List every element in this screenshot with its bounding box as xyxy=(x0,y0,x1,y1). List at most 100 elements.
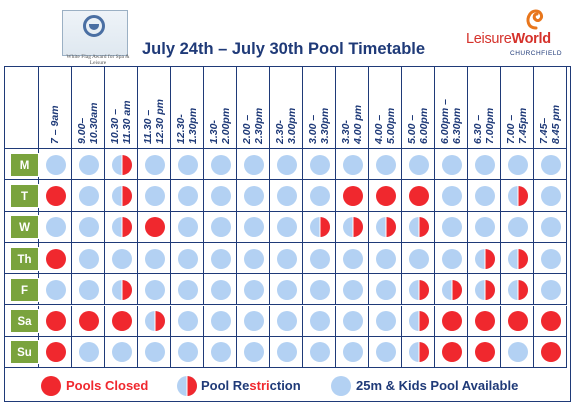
pool-available-dot xyxy=(111,342,132,363)
pool-closed-dot xyxy=(45,248,66,269)
closed-legend-icon xyxy=(41,376,61,396)
time-slot-label: 4.00 –5.00pm xyxy=(373,108,397,144)
time-slot-header: 4.00 –5.00pm xyxy=(369,67,402,149)
pool-available-dot xyxy=(342,279,363,300)
pool-available-dot xyxy=(144,342,165,363)
pool-available-dot xyxy=(210,185,231,206)
pool-available-dot xyxy=(243,248,264,269)
time-slot-label-line: 3.30- xyxy=(340,120,352,144)
pool-available-dot xyxy=(309,154,330,175)
pool-available-dot xyxy=(144,248,165,269)
slot-cell xyxy=(171,149,204,181)
pool-available-dot xyxy=(507,217,528,238)
slot-cell xyxy=(468,274,501,306)
slot-cell xyxy=(171,305,204,337)
pool-restriction-dot xyxy=(408,217,429,238)
pool-closed-dot xyxy=(540,311,561,332)
slot-cell xyxy=(237,149,270,181)
slot-cell xyxy=(303,180,336,212)
pool-restriction-dot xyxy=(111,217,132,238)
time-slot-label-line: 11.30 am xyxy=(120,100,133,144)
award-text: White Flag Award for Spa & Leisure xyxy=(66,54,130,66)
available-legend-icon xyxy=(331,376,351,396)
slot-cell xyxy=(303,242,336,275)
time-slot-header: 12.30- 1.30pm xyxy=(171,67,204,149)
time-slot-label-line: 9.00– xyxy=(76,117,88,144)
day-label: Th xyxy=(10,246,39,271)
pool-available-dot xyxy=(78,154,99,175)
time-slot-label: 9.00– 10.30am xyxy=(76,103,100,144)
brand-location: CHURCHFIELD xyxy=(510,50,563,57)
day-label: Su xyxy=(10,340,39,365)
slot-cell xyxy=(369,242,402,275)
pool-available-dot xyxy=(78,217,99,238)
legend-available-label: 25m & Kids Pool Available xyxy=(356,378,519,393)
day-cell: Su xyxy=(5,336,39,369)
slot-cell xyxy=(138,211,171,243)
slot-cell xyxy=(534,274,567,306)
pool-closed-dot xyxy=(474,342,495,363)
time-slot-header: 3.00 –3.30pm xyxy=(303,67,336,149)
pool-available-dot xyxy=(276,185,297,206)
slot-cell xyxy=(138,242,171,275)
pool-closed-dot xyxy=(111,311,132,332)
time-slot-label-line: 10.30 – xyxy=(109,108,121,144)
slot-cell xyxy=(270,211,303,243)
slot-cell xyxy=(534,180,567,212)
pool-available-dot xyxy=(474,185,495,206)
pool-available-dot xyxy=(408,154,429,175)
pool-available-dot xyxy=(507,154,528,175)
pool-available-dot xyxy=(210,154,231,175)
slot-cell xyxy=(468,149,501,181)
time-slot-header: 7 – 9am xyxy=(39,67,72,149)
time-slot-label-line: 4.00 – xyxy=(373,114,385,144)
pool-available-dot xyxy=(243,217,264,238)
day-cell: Sa xyxy=(5,305,39,337)
time-slot-header: 6.30 –7.00pm xyxy=(468,67,501,149)
corner-cell xyxy=(5,67,39,149)
pool-available-dot xyxy=(78,279,99,300)
slot-cell xyxy=(171,336,204,369)
pool-available-dot xyxy=(243,279,264,300)
slot-cell xyxy=(72,149,105,181)
slot-cell xyxy=(435,305,468,337)
slot-cell xyxy=(468,242,501,275)
pool-available-dot xyxy=(540,185,561,206)
slot-cell xyxy=(204,274,237,306)
slot-cell xyxy=(72,211,105,243)
pool-closed-dot xyxy=(78,311,99,332)
pool-closed-dot xyxy=(342,185,363,206)
slot-cell xyxy=(501,336,534,369)
time-slot-label-line: 3.30pm xyxy=(318,107,331,144)
pool-restriction-dot xyxy=(144,311,165,332)
slot-cell xyxy=(105,336,138,369)
day-cell: Th xyxy=(5,242,39,275)
time-slot-label-line: 7.00pm xyxy=(483,107,496,144)
slot-cell xyxy=(501,305,534,337)
slot-cell xyxy=(171,211,204,243)
slot-cell xyxy=(72,242,105,275)
pool-available-dot xyxy=(243,311,264,332)
pool-available-dot xyxy=(309,311,330,332)
time-slot-label-line: 6.30 – xyxy=(472,114,484,144)
pool-restriction-dot xyxy=(111,185,132,206)
slot-cell xyxy=(303,149,336,181)
slot-cell xyxy=(501,180,534,212)
slot-cell xyxy=(204,211,237,243)
slot-cell xyxy=(237,305,270,337)
slot-cell xyxy=(237,336,270,369)
slot-cell xyxy=(501,149,534,181)
slot-cell xyxy=(204,149,237,181)
pool-available-dot xyxy=(78,185,99,206)
slot-cell xyxy=(534,242,567,275)
pool-restriction-dot xyxy=(507,185,528,206)
time-slot-label: 5.00 –6.00pm xyxy=(406,108,430,144)
slot-cell xyxy=(402,149,435,181)
time-slot-label: 3.00 –3.30pm xyxy=(307,107,331,144)
slot-cell xyxy=(105,149,138,181)
pool-closed-dot xyxy=(474,311,495,332)
day-label: M xyxy=(10,152,39,177)
pool-available-dot xyxy=(276,279,297,300)
slot-cell xyxy=(534,305,567,337)
time-slot-header: 3.30- 4.00 pm xyxy=(336,67,369,149)
